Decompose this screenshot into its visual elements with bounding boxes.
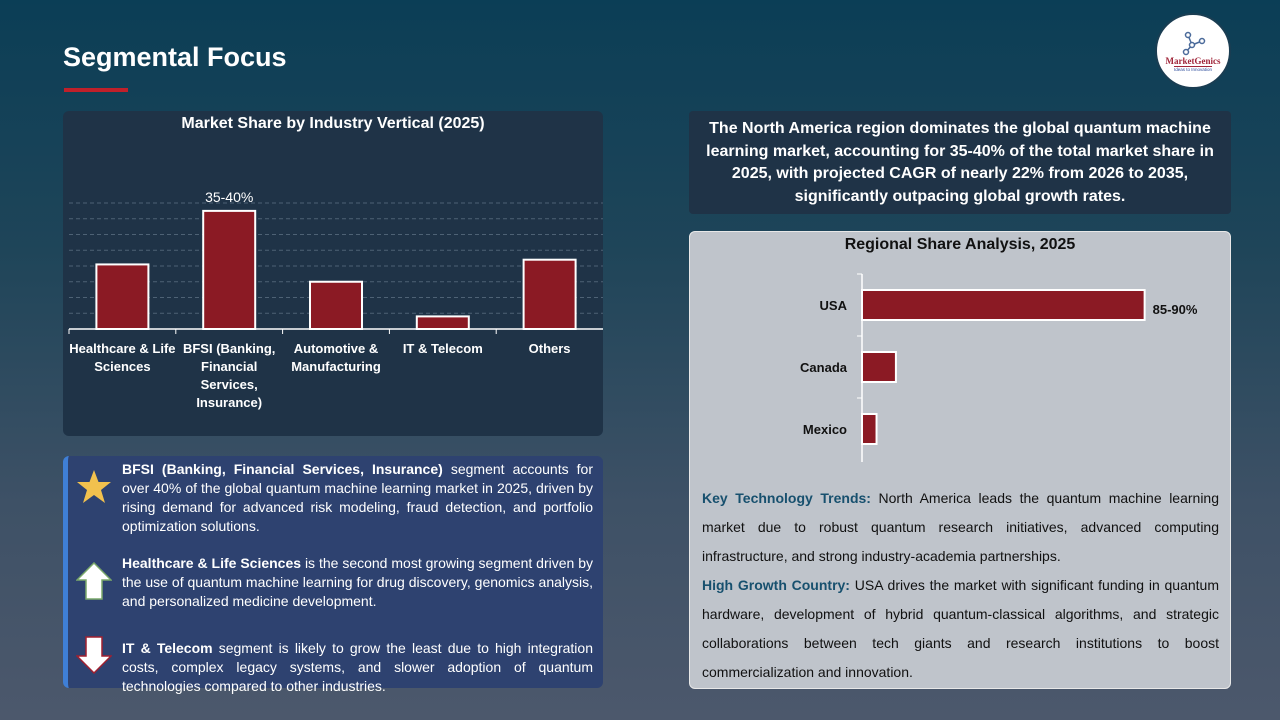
bar [415,315,470,330]
network-icon [1182,31,1206,56]
industry-bar-chart: Healthcare & Life Sciences 35-40% BFSI (Ban… [68,189,603,410]
regional-chart-panel: Regional Share Analysis, 2025 USA 85-90% C… [689,231,1231,689]
category-label: Others [529,341,571,356]
logo-name: MarketGenics [1165,56,1221,66]
title-underline [64,88,128,92]
star-icon [77,470,111,503]
bar [522,258,577,330]
category-label: USA [820,298,848,313]
logo: MarketGenics Ideas to Innovation [1155,13,1231,89]
bar [861,413,878,445]
logo-tagline: Ideas to Innovation [1173,66,1213,72]
page-title: Segmental Focus [63,42,287,72]
segment-item: BFSI (Banking, Financial Services, Insur… [77,460,593,536]
arrow-down-icon [76,636,112,674]
category-label: IT & Telecom [403,341,483,356]
data-label: 85-90% [1153,302,1198,317]
segment-item: IT & Telecom segment is likely to grow t… [76,636,593,696]
category-label: Healthcare & Life [69,341,175,356]
segment-name: BFSI (Banking, Financial Services, Insur… [122,461,443,477]
summary-box: The North America region dominates the g… [689,111,1231,214]
segment-description: segment accounts for over 40% of the glo… [122,461,593,534]
bar [202,209,257,330]
category-label: Automotive & [294,341,379,356]
bar [861,351,897,383]
category-label: Canada [800,360,848,375]
category-label: Services, [201,377,258,392]
category-label: BFSI (Banking, [183,341,275,356]
bar [309,280,363,330]
category-label: Sciences [94,359,150,374]
segment-name: IT & Telecom [122,640,213,656]
data-label: 35-40% [205,189,253,205]
chart-title: Market Share by Industry Vertical (2025) [181,115,485,132]
segment-description: is the second most growing segment drive… [122,555,593,609]
note-key-trends: Key Technology Trends: North America lea… [702,490,1220,564]
note-high-growth: High Growth Country: USA drives the mark… [702,577,1219,680]
regional-notes: Key Technology Trends: North America lea… [702,484,1219,687]
arrow-up-icon [76,562,112,600]
segment-item: Healthcare & Life Sciences is the second… [76,554,593,611]
regional-bar-chart: USA 85-90% Canada Mexico [800,273,1198,462]
segment-name: Healthcare & Life Sciences [122,555,302,571]
chart-title: Regional Share Analysis, 2025 [844,236,1076,253]
category-label: Mexico [803,422,847,437]
bar [95,263,150,330]
segment-description: segment is likely to grow the least due … [122,640,593,694]
category-label: Insurance) [196,395,262,410]
bar [861,289,1146,321]
industry-chart-panel: Market Share by Industry Vertical (2025)… [63,111,603,436]
segment-insights-panel: BFSI (Banking, Financial Services, Insur… [63,456,603,694]
category-label: Manufacturing [291,359,381,374]
category-label: Financial [201,359,257,374]
